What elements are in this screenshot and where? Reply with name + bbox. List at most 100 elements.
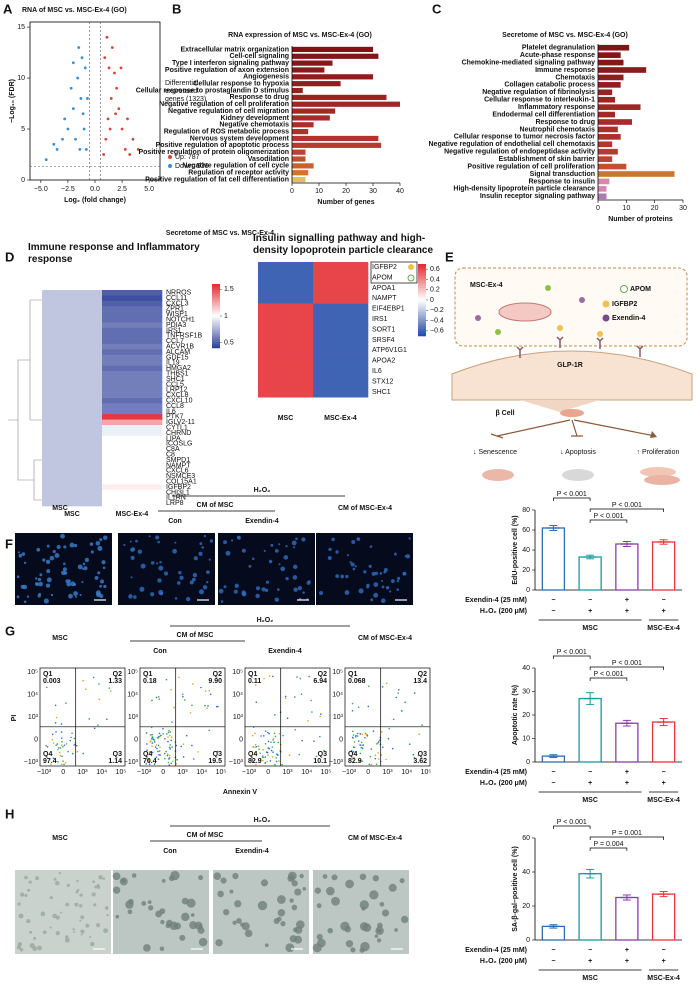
flow-event — [57, 748, 59, 751]
colorbar-step — [418, 268, 426, 272]
flow-event — [169, 744, 171, 746]
bar — [292, 115, 330, 121]
micrograph-cell — [103, 535, 108, 540]
micrograph-cell — [155, 535, 160, 540]
micrograph-cell — [331, 896, 340, 906]
micrograph-cell — [137, 549, 143, 554]
flow-event — [421, 724, 423, 726]
plot-frame — [29, 21, 161, 181]
micrograph-cell — [362, 923, 372, 932]
flow-event — [353, 741, 356, 743]
flow-event — [145, 763, 147, 765]
flow-event — [85, 688, 87, 691]
colorbar-step — [212, 316, 220, 319]
p-value: P < 0.001 — [593, 671, 623, 678]
flow-event — [193, 758, 195, 760]
micrograph-cell — [103, 584, 107, 589]
row-label: THBS1 — [166, 371, 189, 378]
flow-event — [181, 693, 184, 695]
bar — [292, 129, 309, 135]
micrograph-cell — [90, 550, 94, 554]
colorbar-step — [418, 312, 426, 315]
micrograph-cell — [209, 539, 214, 543]
micrograph-cell — [26, 595, 30, 598]
category-label: Cellular response to hypoxia — [193, 81, 289, 88]
heat-cell — [258, 355, 314, 367]
micrograph-cell — [244, 929, 253, 938]
micrograph-cell — [68, 593, 73, 599]
flow-event — [82, 752, 85, 755]
quadrant-value: 1.14 — [108, 758, 122, 765]
flow-event — [251, 750, 253, 753]
category-label: Type I interferon signaling pathway — [172, 60, 289, 67]
column-label: MSC — [278, 415, 294, 422]
condition-mark: − — [551, 597, 555, 604]
bar — [598, 119, 632, 125]
flow-event — [206, 707, 208, 710]
treatment-label: MSC — [52, 505, 68, 512]
micrograph-cell — [112, 886, 121, 894]
micrograph-cell — [127, 909, 133, 915]
micrograph-cell — [96, 923, 101, 928]
flow-x-tick: 0 — [161, 769, 165, 776]
bar — [651, 541, 676, 591]
flow-event — [60, 723, 63, 725]
heat-cell — [42, 473, 103, 480]
y-tick-label: 60 — [522, 527, 530, 534]
quadrant-value: 6.94 — [313, 678, 327, 685]
heat-cell — [102, 338, 163, 345]
heatmap-title: Insulin signalling pathway and high-dens… — [253, 233, 434, 256]
micrograph-cell — [158, 565, 164, 571]
flow-event — [355, 734, 357, 737]
flow-event — [272, 739, 274, 741]
quadrant-value: 0.068 — [348, 678, 366, 685]
colorbar-step — [212, 320, 220, 323]
flow-event — [372, 730, 375, 732]
micrograph — [313, 870, 409, 954]
flow-event — [167, 761, 170, 764]
flow-y-tick: 10³ — [333, 714, 344, 721]
micrograph-cell — [314, 887, 322, 894]
flow-event — [284, 695, 287, 698]
micrograph-cell — [376, 938, 382, 943]
colorbar-label: 0.2 — [430, 287, 440, 294]
flow-event — [395, 696, 398, 699]
micrograph-cell — [166, 919, 173, 927]
flow-event — [169, 748, 172, 750]
colorbar-step — [212, 309, 220, 313]
category-label: Negative regulation of cell proliferatio… — [159, 101, 289, 108]
x-tick-label: 40 — [396, 188, 404, 195]
quadrant-name: Q2 — [418, 671, 427, 678]
flow-event — [182, 756, 185, 758]
heat-cell — [313, 293, 369, 304]
flow-event — [360, 741, 363, 744]
colorbar-step — [212, 341, 220, 345]
heat-cell — [102, 425, 163, 431]
flow-event — [182, 695, 184, 698]
category-label: Angiogenesis — [243, 74, 289, 81]
flow-x-tick: −10³ — [342, 769, 357, 776]
micrograph-cell — [346, 554, 349, 557]
micrograph-cell — [70, 581, 76, 587]
flow-event — [61, 740, 63, 743]
flow-event — [162, 733, 164, 735]
flow-event — [207, 705, 209, 707]
heat-cell — [313, 303, 369, 315]
flow-event — [275, 760, 278, 763]
micrograph — [218, 533, 315, 605]
micrograph-cell — [64, 937, 70, 943]
flow-event — [64, 762, 67, 764]
bar — [292, 101, 400, 107]
flow-event — [164, 738, 166, 740]
heat-cell — [258, 334, 314, 346]
heat-cell — [102, 398, 163, 404]
flow-event — [370, 763, 373, 766]
micrograph-cell — [198, 937, 208, 947]
micrograph-cell — [176, 581, 181, 585]
bar — [651, 721, 676, 763]
micrograph — [15, 870, 111, 954]
y-tick-label: 0 — [526, 937, 530, 944]
flow-event — [252, 746, 254, 748]
micrograph-cell — [68, 579, 71, 583]
micrograph-cell — [264, 943, 269, 948]
